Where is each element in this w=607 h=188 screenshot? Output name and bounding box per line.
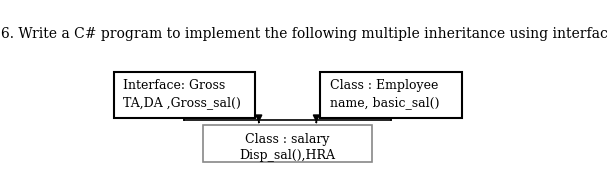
Text: Class : salary: Class : salary bbox=[245, 133, 330, 146]
Text: TA,DA ,Gross_sal(): TA,DA ,Gross_sal() bbox=[123, 96, 241, 109]
Text: Interface: Gross: Interface: Gross bbox=[123, 79, 225, 92]
Text: Class : Employee: Class : Employee bbox=[330, 79, 438, 92]
Text: name, basic_sal(): name, basic_sal() bbox=[330, 96, 439, 109]
FancyBboxPatch shape bbox=[203, 125, 372, 161]
Text: 6. Write a C# program to implement the following multiple inheritance using inte: 6. Write a C# program to implement the f… bbox=[1, 27, 607, 41]
Text: Disp_sal(),HRA: Disp_sal(),HRA bbox=[240, 149, 336, 161]
FancyBboxPatch shape bbox=[320, 72, 462, 118]
FancyBboxPatch shape bbox=[114, 72, 255, 118]
